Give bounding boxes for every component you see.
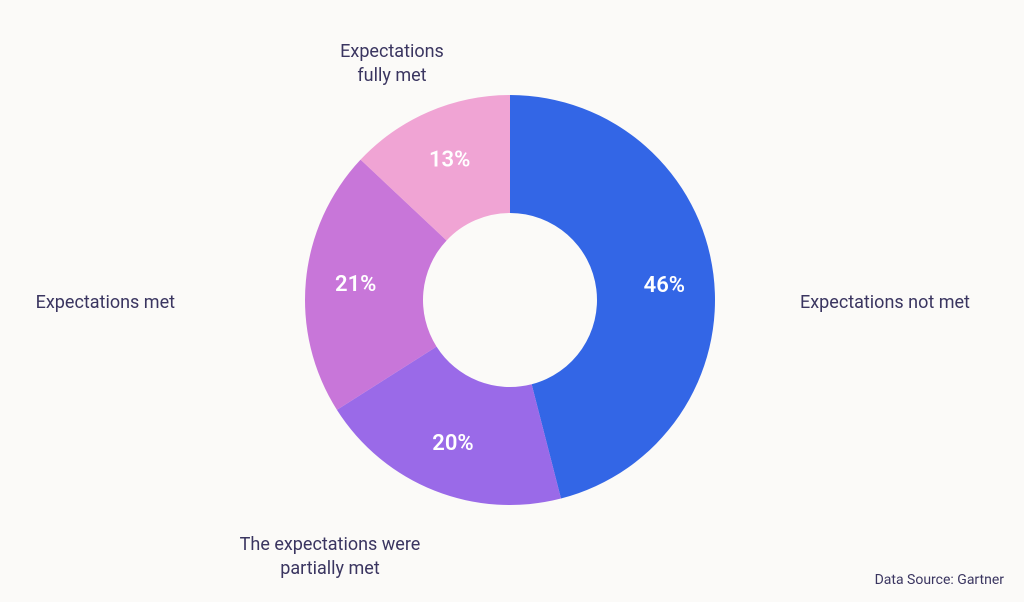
data-source: Data Source: Gartner [875,572,1004,588]
chart-stage: 46% 20% 21% 13% Expectations not met The exp… [0,0,1024,602]
slice-label: Expectations not met [800,291,970,315]
slice-percent: 46% [644,273,685,298]
slice-percent: 13% [429,147,470,172]
slice-label: Expectations fully met [340,40,444,89]
slice-percent: 20% [432,431,473,456]
slice-percent: 21% [335,272,376,297]
slice-label: The expectations were partially met [240,533,421,582]
slice-label: Expectations met [36,291,175,315]
